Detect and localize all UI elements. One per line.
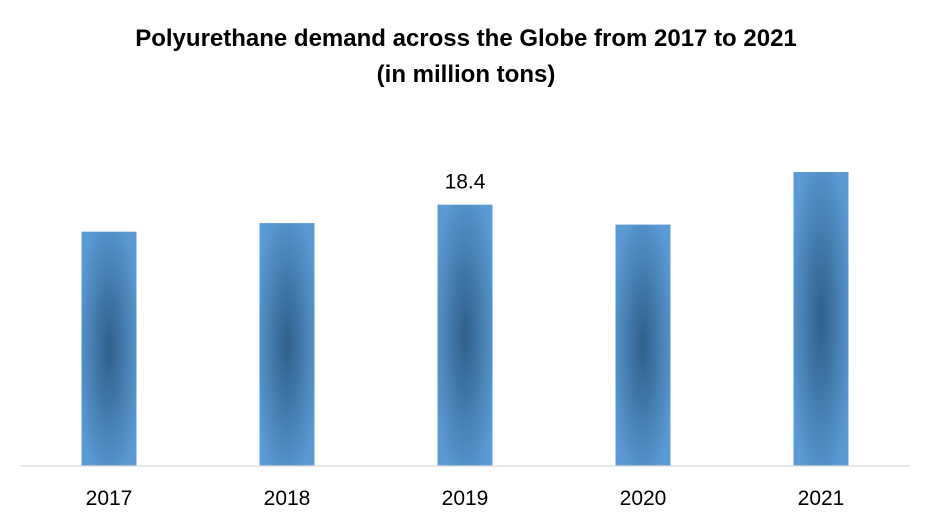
x-tick-label-2021: 2021 (798, 487, 845, 510)
chart-subtitle: (in million tons) (377, 61, 556, 88)
bar-2020 (615, 224, 671, 466)
bar-2021 (793, 172, 849, 466)
x-tick-label-2020: 2020 (620, 487, 667, 510)
data-label-2019: 18.4 (445, 171, 486, 194)
bar-2017 (81, 231, 137, 466)
x-tick-labels: 2017 2018 2019 2020 2021 (86, 487, 845, 510)
data-labels: 18.4 (445, 171, 486, 194)
x-tick-label-2019: 2019 (442, 487, 489, 510)
x-tick-label-2018: 2018 (264, 487, 311, 510)
x-tick-label-2017: 2017 (86, 487, 133, 510)
bar-2019 (437, 204, 493, 466)
bars-group (81, 172, 849, 466)
bar-2018 (259, 223, 315, 466)
chart-title: Polyurethane demand across the Globe fro… (135, 25, 797, 52)
